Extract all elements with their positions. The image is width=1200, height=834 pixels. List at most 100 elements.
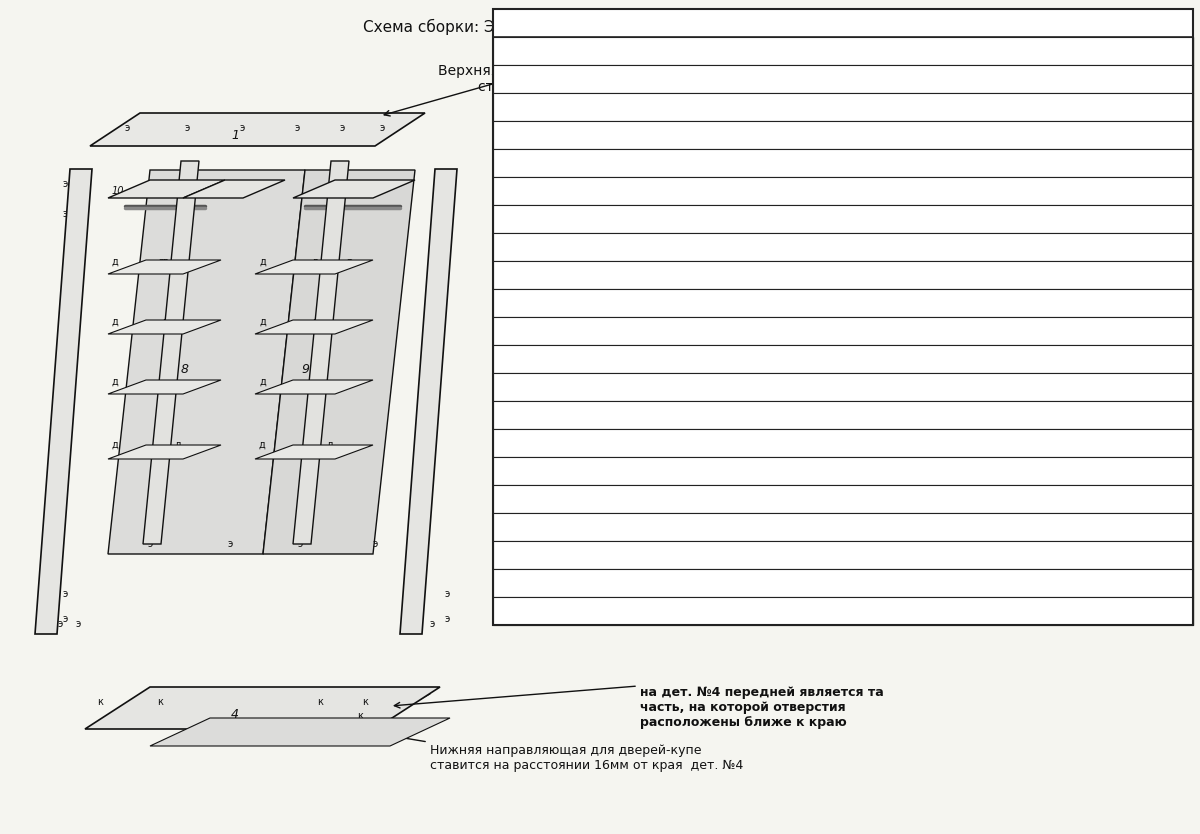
Text: Винт фиксирующий: Винт фиксирующий <box>598 549 728 561</box>
Text: 25: 25 <box>919 520 935 534</box>
Text: ТИП: ТИП <box>541 17 571 29</box>
Text: 1: 1 <box>1140 269 1148 282</box>
Text: к: к <box>317 697 323 707</box>
Text: 10: 10 <box>354 186 366 196</box>
Text: 500: 500 <box>1027 157 1051 169</box>
Text: д: д <box>175 440 181 450</box>
Text: Фурнитура: Фурнитура <box>526 465 598 478</box>
Text: 13: 13 <box>499 380 515 394</box>
Polygon shape <box>108 260 221 274</box>
Text: ЛДСП: ЛДСП <box>526 157 563 169</box>
Text: Полка съемная: Полка съемная <box>598 184 698 198</box>
Bar <box>493 597 1193 625</box>
Text: №: № <box>499 17 515 29</box>
Text: 2: 2 <box>1140 157 1148 169</box>
Text: 600: 600 <box>1027 128 1051 142</box>
Text: Фурнитура: Фурнитура <box>526 353 598 365</box>
Polygon shape <box>256 320 373 334</box>
Text: д: д <box>259 440 265 450</box>
Text: Основание жесткое: Основание жесткое <box>598 44 730 58</box>
Text: э: э <box>372 539 378 549</box>
Text: 2330: 2330 <box>911 240 943 254</box>
Bar <box>493 345 1193 373</box>
Text: L16: L16 <box>916 493 938 505</box>
Text: э: э <box>337 186 343 196</box>
Text: 7: 7 <box>503 213 511 225</box>
Text: 6: 6 <box>292 384 299 394</box>
Bar <box>493 317 1193 345</box>
Text: 7: 7 <box>292 729 299 739</box>
Text: 500: 500 <box>1027 324 1051 338</box>
Bar <box>493 289 1193 317</box>
Text: к: к <box>97 697 103 707</box>
Text: Эксцентрик: Эксцентрик <box>598 576 676 590</box>
Text: э: э <box>62 179 67 189</box>
Bar <box>493 65 1193 93</box>
Text: д: д <box>259 317 266 327</box>
Text: 500: 500 <box>1027 101 1051 113</box>
Text: Подпятник: Подпятник <box>598 409 670 421</box>
Text: на дет. №4 передней является та
часть, на которой отверстия
расположены ближе к : на дет. №4 передней является та часть, н… <box>640 686 883 729</box>
Text: Основание жесткое: Основание жесткое <box>598 128 730 142</box>
Bar <box>493 261 1193 289</box>
Text: 6: 6 <box>292 264 299 274</box>
Text: 10: 10 <box>1136 465 1152 478</box>
Text: Заглушка конфирмата: Заглушка конфирмата <box>598 436 748 450</box>
Text: 6: 6 <box>146 324 154 334</box>
Bar <box>493 569 1193 597</box>
Text: д: д <box>312 377 318 387</box>
Text: 2: 2 <box>1140 380 1148 394</box>
Text: 12: 12 <box>499 353 515 365</box>
Polygon shape <box>150 718 450 746</box>
Text: э: э <box>58 619 62 629</box>
Text: 1: 1 <box>503 44 511 58</box>
Text: д: д <box>259 377 266 387</box>
Text: 4: 4 <box>1140 353 1148 365</box>
Polygon shape <box>143 161 199 544</box>
Text: Полка съемная: Полка съемная <box>598 157 698 169</box>
Text: Фурнитура: Фурнитура <box>526 549 598 561</box>
Text: Верхняя направляющая для дверей-купе
ставится заподлицо с дет. №1: Верхняя направляющая для дверей-купе ста… <box>438 64 743 94</box>
Text: э: э <box>430 619 434 629</box>
Text: 9: 9 <box>301 363 310 375</box>
Text: 1: 1 <box>230 128 239 142</box>
Text: D4: D4 <box>1031 493 1048 505</box>
Text: д: д <box>259 257 266 267</box>
Text: Стенка задняя: Стенка задняя <box>598 240 695 254</box>
Text: 10: 10 <box>1136 409 1152 421</box>
Text: 2331: 2331 <box>911 269 943 282</box>
Text: 30: 30 <box>1136 493 1152 505</box>
Text: э: э <box>379 123 385 133</box>
Text: э: э <box>148 539 152 549</box>
Bar <box>493 205 1193 233</box>
Text: 20: 20 <box>1136 605 1152 617</box>
Text: Фурнитура: Фурнитура <box>526 380 598 394</box>
Text: 618: 618 <box>916 380 938 394</box>
Text: э: э <box>298 539 302 549</box>
Bar <box>493 513 1193 541</box>
Text: Фурнитура: Фурнитура <box>526 409 598 421</box>
Text: 3: 3 <box>503 101 511 113</box>
Text: э: э <box>62 209 67 219</box>
Text: 15: 15 <box>499 436 515 450</box>
Text: 500: 500 <box>1027 184 1051 198</box>
Text: 11э: 11э <box>223 186 241 196</box>
Text: 16: 16 <box>1136 549 1152 561</box>
Bar <box>493 149 1193 177</box>
Text: 3: 3 <box>158 259 166 269</box>
Text: Фурнитура: Фурнитура <box>526 605 598 617</box>
Text: 6: 6 <box>146 264 154 274</box>
Text: к: к <box>358 711 362 721</box>
Text: 1: 1 <box>1140 128 1148 142</box>
Text: д: д <box>162 317 168 327</box>
Text: д: д <box>112 377 119 387</box>
Text: 1800: 1800 <box>911 44 943 58</box>
Text: д: д <box>312 257 318 267</box>
Text: 4: 4 <box>503 128 511 142</box>
Text: 21: 21 <box>499 605 515 617</box>
Text: э: э <box>227 539 233 549</box>
Text: 600: 600 <box>1027 73 1051 86</box>
Text: Штанга: Штанга <box>598 380 648 394</box>
Text: ЛДСП: ЛДСП <box>526 101 563 113</box>
Text: Винт конфирмат: Винт конфирмат <box>598 465 708 478</box>
